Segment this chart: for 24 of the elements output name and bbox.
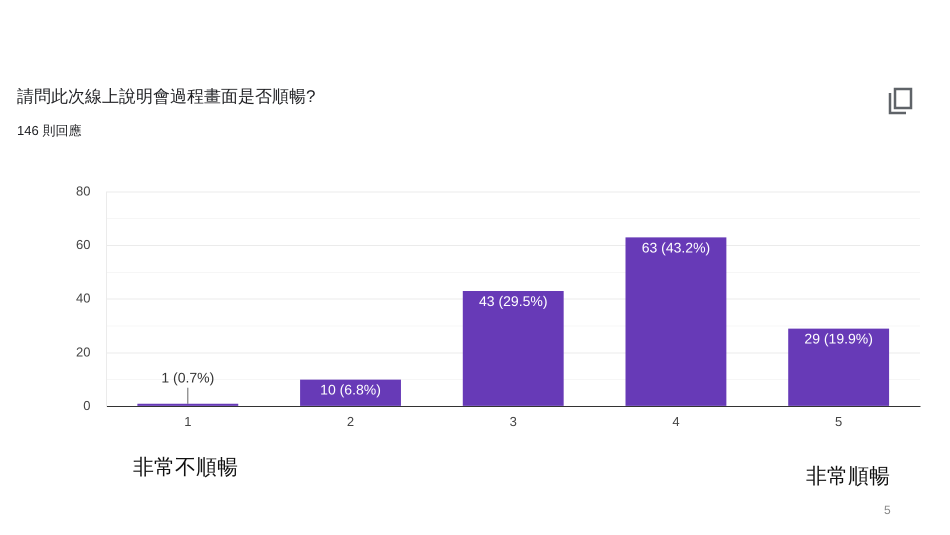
bar	[462, 291, 564, 406]
y-tick-label: 40	[76, 290, 90, 306]
chart-subtitle: 146 則回應	[17, 122, 82, 140]
y-tick-label: 60	[76, 237, 90, 252]
text: 非常不順暢	[133, 454, 238, 481]
x-tick-label: 5	[835, 414, 842, 429]
y-tick-label: 20	[76, 344, 90, 360]
bar	[300, 380, 401, 406]
text: 5	[884, 503, 891, 517]
x-tick-label: 1	[184, 414, 192, 429]
text: 非常順暢	[806, 463, 890, 490]
x-tick-label: 2	[346, 414, 354, 429]
data-label: 29 (19.9%)	[804, 330, 873, 346]
bar	[788, 328, 890, 406]
data-label: 10 (6.8%)	[320, 381, 381, 398]
chart-title: 請問此次線上說明會過程畫面是否順暢?	[17, 86, 316, 108]
data-label: 63 (43.2%)	[642, 239, 710, 256]
data-label: 1 (0.7%)	[161, 370, 214, 386]
y-tick-label: 80	[76, 183, 90, 198]
x-tick-label: 3	[510, 414, 517, 429]
bar	[626, 237, 726, 406]
y-tick-label: 0	[83, 398, 90, 413]
data-label: 43 (29.5%)	[478, 292, 548, 309]
x-tick-label: 4	[672, 414, 680, 429]
